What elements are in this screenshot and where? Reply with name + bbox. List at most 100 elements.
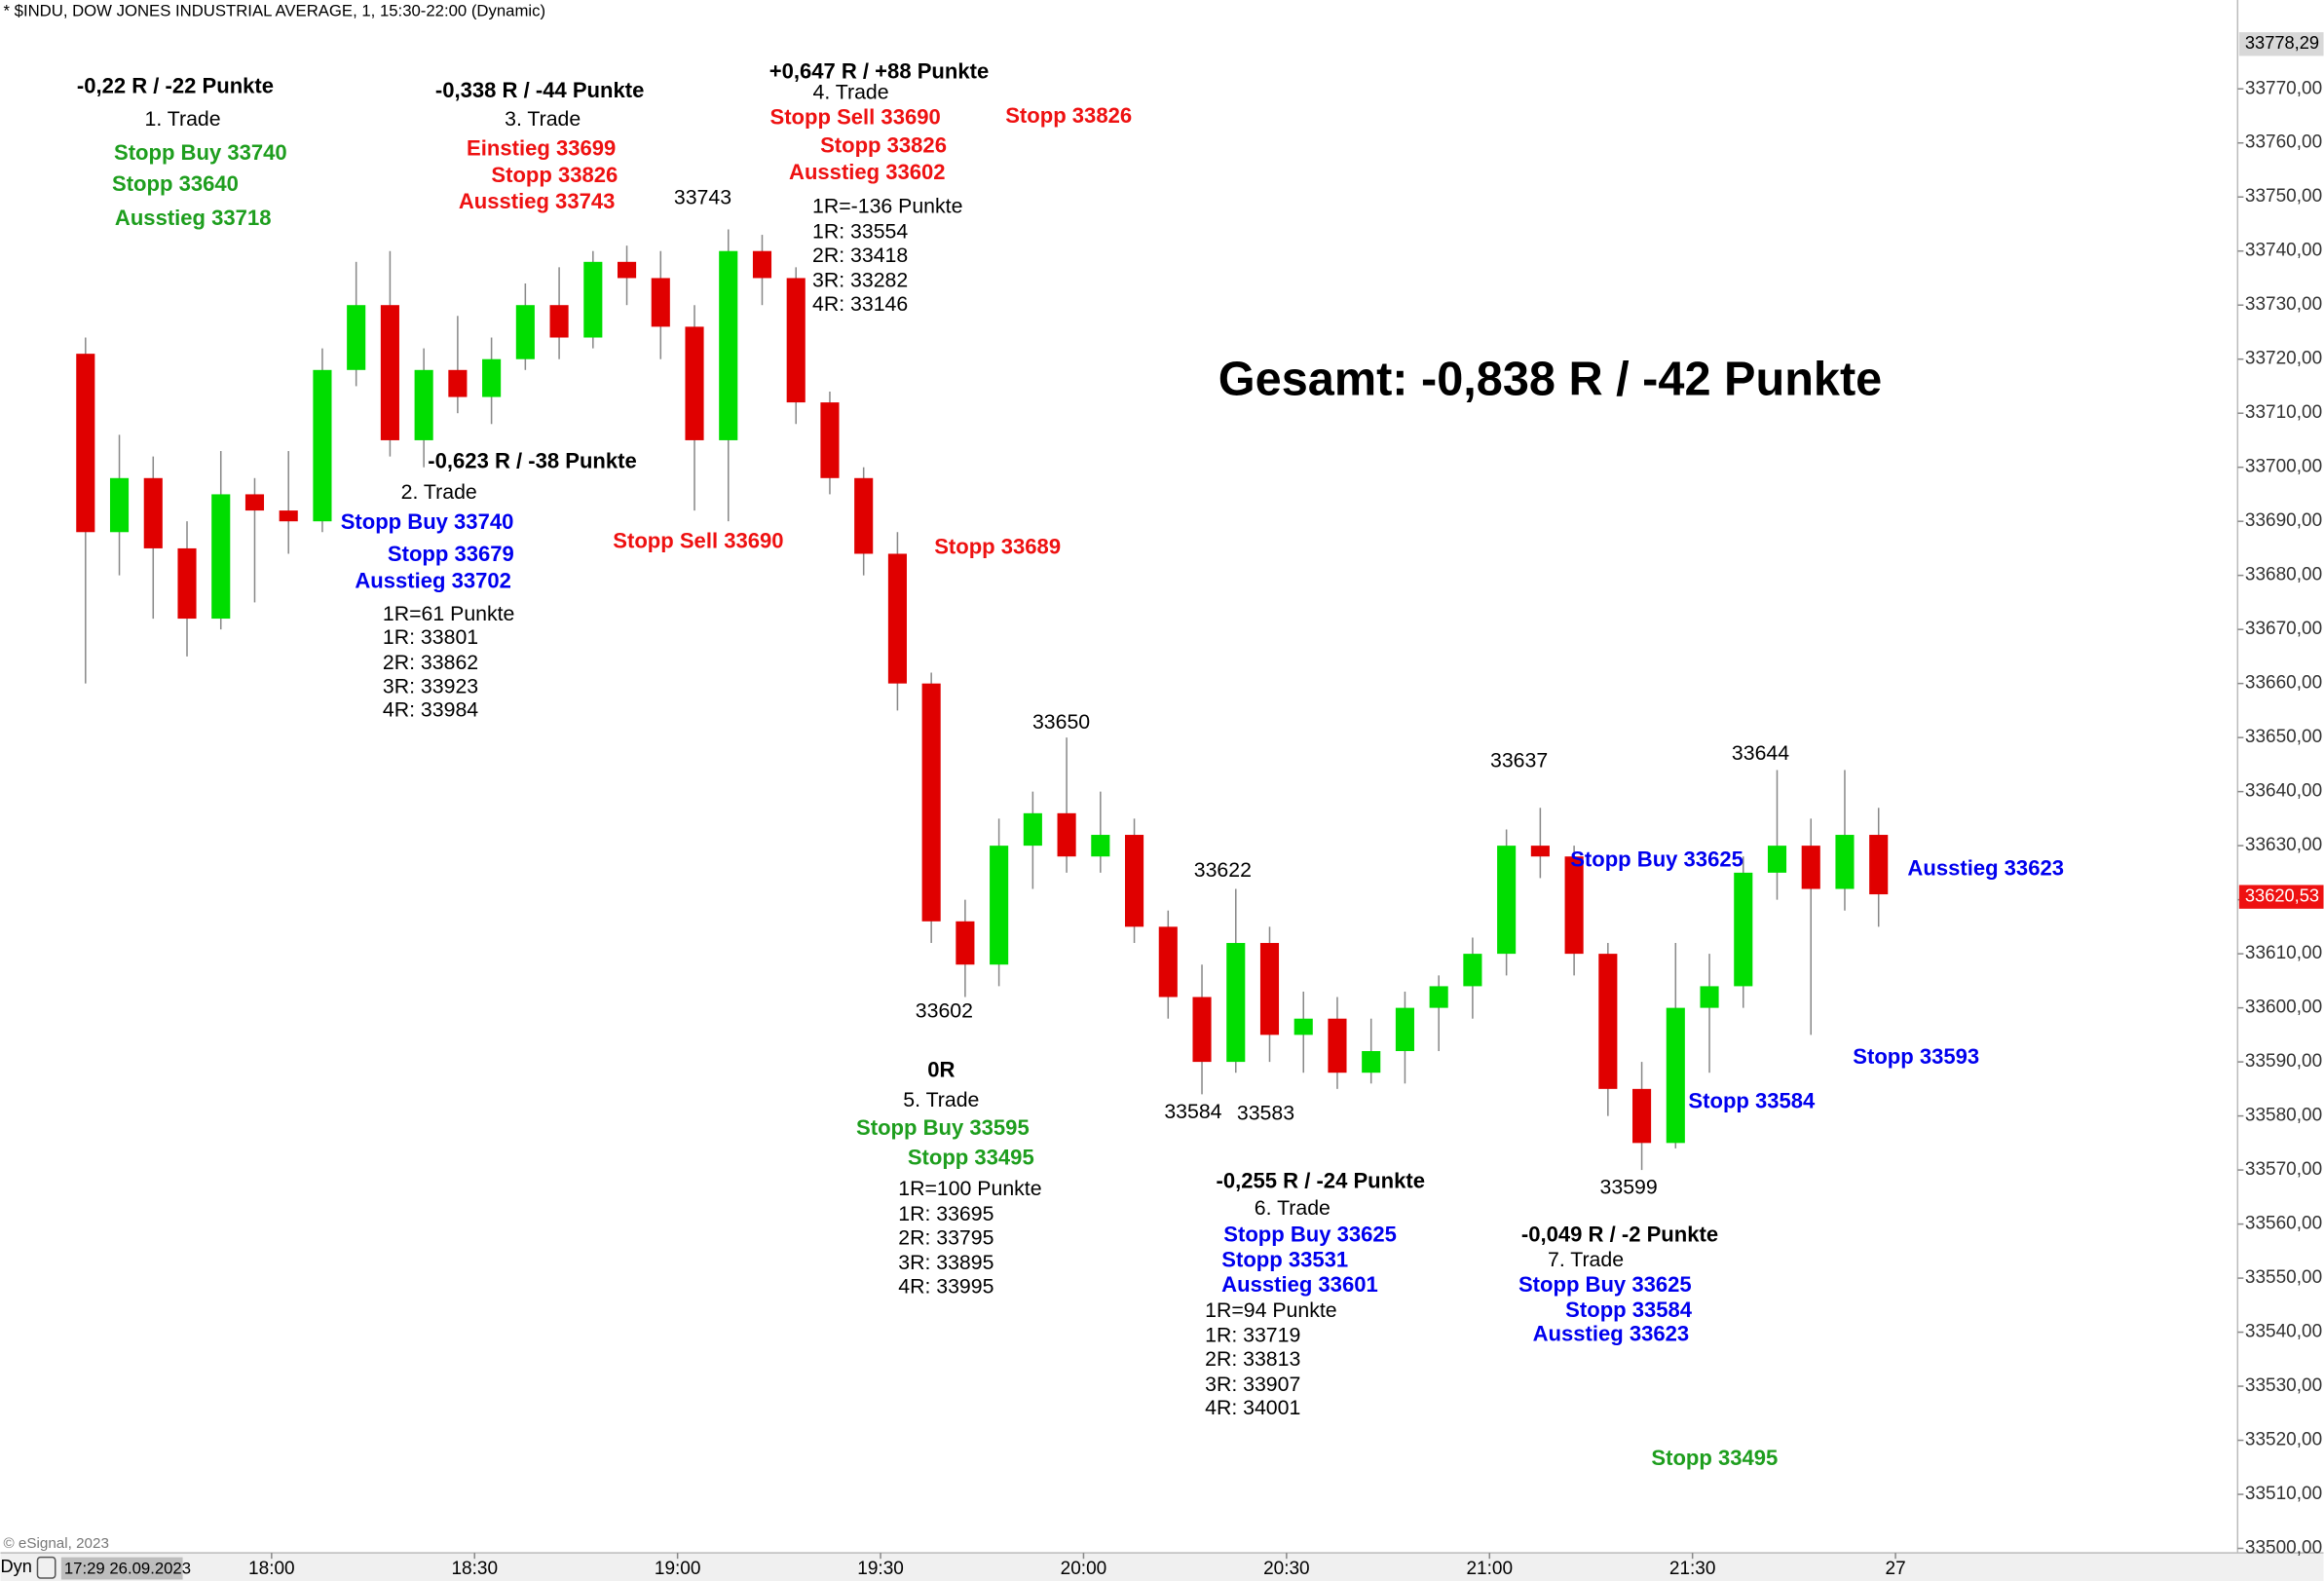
candle-body: [109, 477, 130, 533]
y-tick-label: 33710,00: [2245, 402, 2322, 423]
annotation: 4R: 33146: [812, 292, 908, 316]
annotation: 33599: [1600, 1176, 1658, 1199]
price-marker: [2238, 32, 2324, 56]
candle-body: [651, 278, 670, 327]
annotation: 1R=61 Punkte: [383, 602, 514, 625]
copyright: © eSignal, 2023: [4, 1535, 109, 1552]
annotation: 3R: 33923: [383, 674, 478, 697]
y-tick-label: 33550,00: [2245, 1267, 2322, 1288]
candle-body: [177, 547, 197, 620]
y-tick-label: 33740,00: [2245, 241, 2322, 261]
annotation: -0,255 R / -24 Punkte: [1217, 1169, 1425, 1193]
candle-body: [1395, 1007, 1414, 1052]
annotation: 1R: 33554: [812, 219, 908, 243]
y-tick-label: 33730,00: [2245, 294, 2322, 315]
timestamp: 17:29 26.09.2023: [64, 1559, 191, 1577]
annotation: Stopp 33584: [1688, 1089, 1816, 1113]
annotation: 3R: 33895: [898, 1251, 993, 1274]
y-tick-label: 33670,00: [2245, 619, 2322, 639]
y-tick-label: 33610,00: [2245, 943, 2322, 963]
y-tick-label: 33530,00: [2245, 1375, 2322, 1396]
candle-body: [211, 494, 231, 620]
x-tick-label: 20:00: [1061, 1559, 1107, 1579]
candle-body: [1734, 872, 1753, 987]
x-tick-label: 18:00: [248, 1559, 295, 1579]
y-tick-label: 33660,00: [2245, 673, 2322, 694]
candle-body: [1362, 1051, 1381, 1073]
candle-body: [1293, 1018, 1313, 1035]
annotation: 3R: 33282: [812, 269, 908, 292]
candle-body: [1835, 835, 1855, 889]
y-tick-label: 33560,00: [2245, 1214, 2322, 1234]
price-marker-label: 33778,29: [2245, 32, 2319, 53]
candle-body: [1091, 835, 1110, 857]
annotation: Gesamt: -0,838 R / -42 Punkte: [1218, 353, 1882, 405]
annotation: Stopp 33593: [1853, 1044, 1979, 1069]
candle-body: [1530, 846, 1550, 857]
candle-body: [1632, 1088, 1652, 1144]
candle-body: [1801, 846, 1820, 889]
price-marker-label: 33620,53: [2245, 885, 2319, 906]
annotation: +0,647 R / +88 Punkte: [769, 58, 989, 83]
annotation: 5. Trade: [903, 1088, 979, 1111]
annotation: Ausstieg 33623: [1907, 856, 2064, 881]
candle-body: [1259, 943, 1280, 1035]
candle-body: [279, 510, 298, 522]
candle-body: [1767, 846, 1787, 873]
annotation: Stopp Sell 33690: [770, 105, 941, 130]
annotation: -0,338 R / -44 Punkte: [435, 78, 644, 102]
annotation: Stopp Buy 33625: [1223, 1222, 1397, 1246]
annotation: Einstieg 33699: [467, 135, 616, 160]
annotation: 1R=100 Punkte: [898, 1177, 1041, 1200]
candle-body: [448, 369, 468, 397]
annotation: 3. Trade: [505, 107, 581, 131]
annotation: 1. Trade: [145, 107, 221, 131]
timestamp-box: [60, 1557, 183, 1580]
candle-body: [1192, 997, 1212, 1063]
candle-body: [1598, 954, 1618, 1089]
x-tick-label: 19:30: [857, 1559, 904, 1579]
annotation: Stopp 33689: [934, 535, 1061, 559]
annotation: 1R: 33695: [898, 1202, 993, 1225]
annotation: 4R: 33984: [383, 698, 478, 722]
y-tick-label: 33500,00: [2245, 1538, 2322, 1559]
annotation: Stopp 33531: [1221, 1247, 1348, 1271]
x-tick-label: 21:00: [1466, 1559, 1513, 1579]
x-tick-label: 18:30: [451, 1559, 498, 1579]
candle-body: [854, 477, 874, 554]
chart-title: * $INDU, DOW JONES INDUSTRIAL AVERAGE, 1…: [4, 2, 546, 20]
annotation: Stopp 33495: [908, 1145, 1034, 1169]
annotation: Stopp Buy 33625: [1570, 847, 1743, 872]
candle-body: [752, 250, 772, 279]
candle-body: [1226, 943, 1246, 1063]
candle-body: [380, 305, 399, 440]
annotation: 33622: [1194, 858, 1252, 882]
candle-body: [1125, 835, 1144, 927]
annotation: 1R=94 Punkte: [1205, 1299, 1336, 1322]
lock-icon[interactable]: [36, 1556, 56, 1579]
annotation: 2R: 33418: [812, 244, 908, 267]
annotation: Ausstieg 33718: [115, 206, 272, 230]
y-tick-label: 33570,00: [2245, 1159, 2322, 1180]
annotation: Stopp 33826: [491, 163, 618, 187]
annotation: Stopp 33679: [388, 542, 514, 566]
x-tick-label: 20:30: [1263, 1559, 1310, 1579]
annotation: Ausstieg 33601: [1221, 1272, 1378, 1297]
annotation: Stopp Buy 33740: [114, 140, 287, 165]
y-tick-label: 33750,00: [2245, 186, 2322, 207]
x-tick-label: 27: [1886, 1559, 1906, 1579]
y-tick-label: 33700,00: [2245, 457, 2322, 477]
annotation: 1R: 33801: [383, 625, 478, 649]
y-tick-label: 33580,00: [2245, 1106, 2322, 1126]
annotation: 2R: 33813: [1205, 1347, 1300, 1371]
candle-body: [990, 846, 1009, 965]
candle-body: [1429, 986, 1448, 1008]
annotation: 33602: [916, 999, 973, 1023]
candle-body: [313, 369, 332, 522]
y-tick-label: 33640,00: [2245, 781, 2322, 802]
candle-body: [921, 683, 941, 922]
annotation: Ausstieg 33702: [355, 569, 511, 593]
y-tick-label: 33590,00: [2245, 1051, 2322, 1072]
time-axis-panel: [0, 1553, 2324, 1581]
